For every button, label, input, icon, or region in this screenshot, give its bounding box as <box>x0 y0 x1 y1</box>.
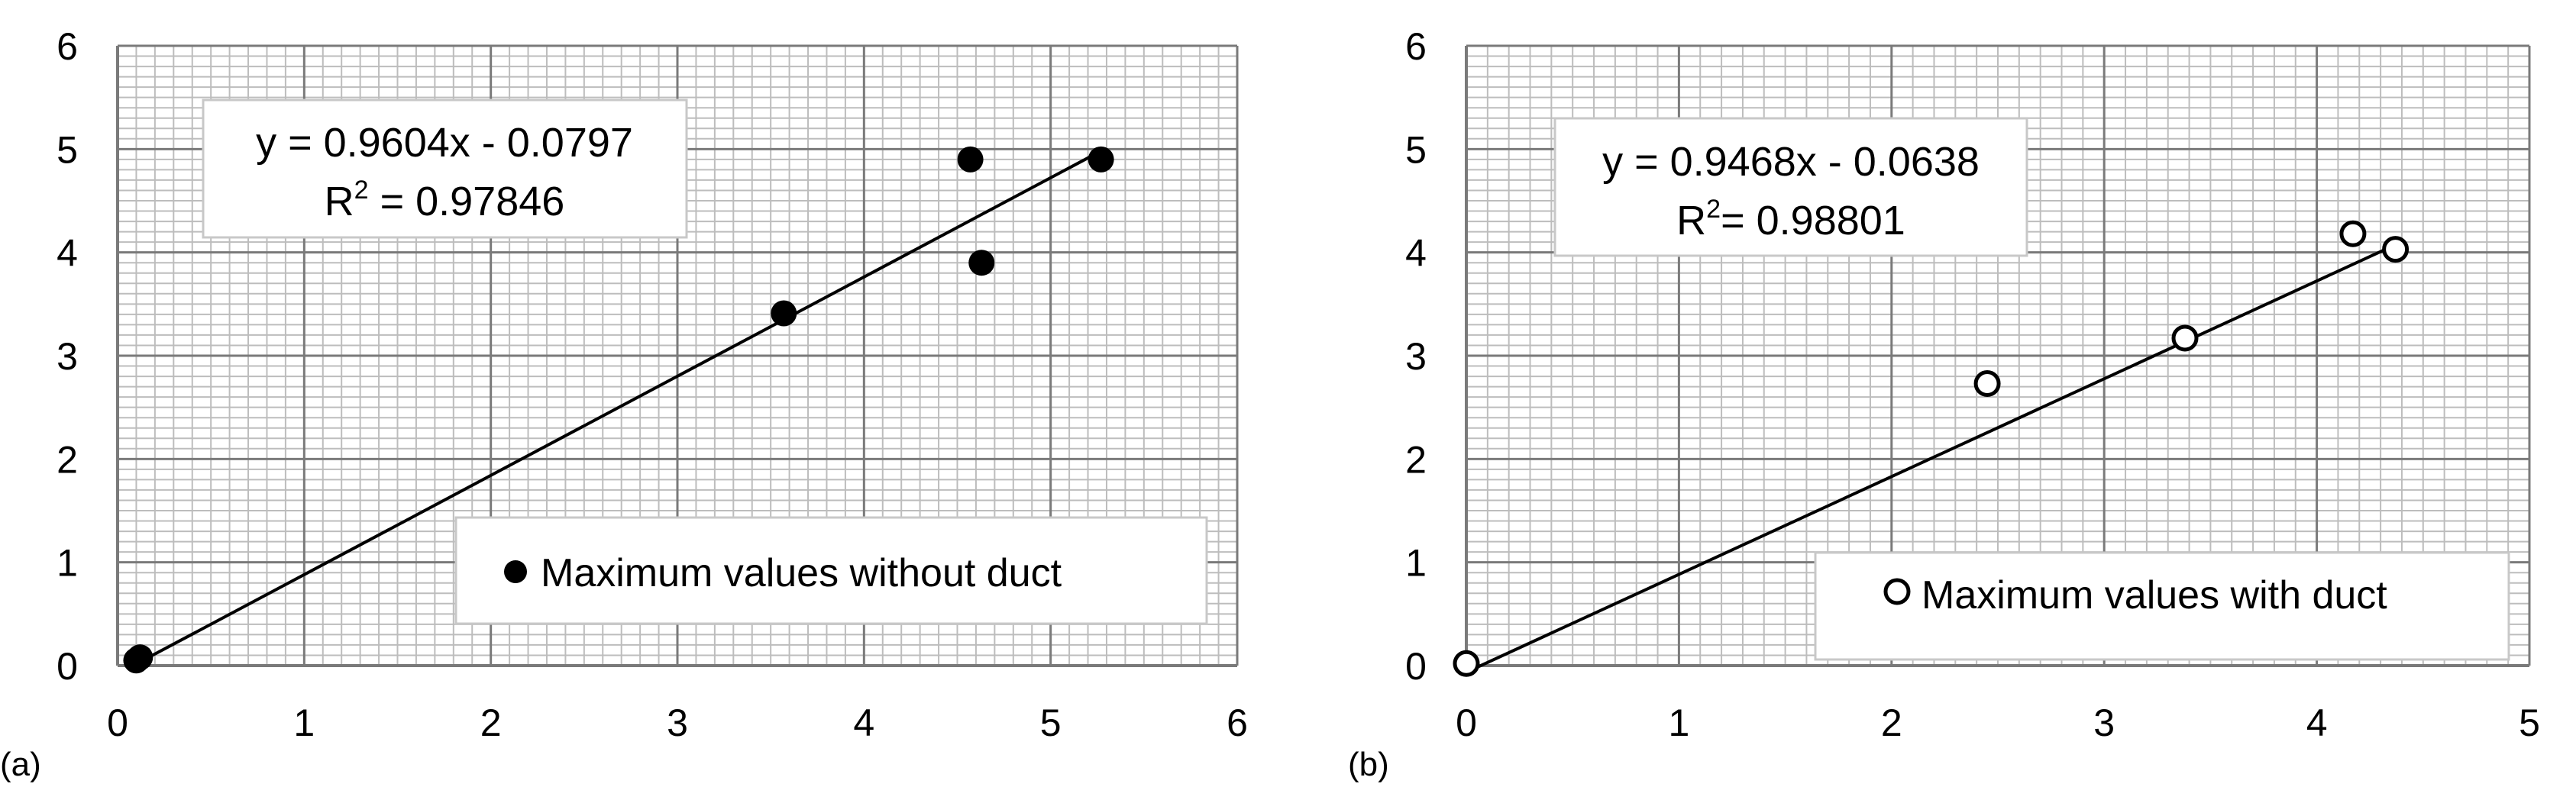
y-tick-label: 4 <box>57 232 78 275</box>
y-tick-label: 6 <box>1405 25 1427 68</box>
x-tick-label: 6 <box>1227 701 1248 744</box>
equation-box-background <box>202 98 688 239</box>
trendline-equation-box: y = 0.9468x - 0.0638 R2= 0.98801 <box>1553 117 2028 257</box>
y-tick-label: 2 <box>57 438 78 481</box>
data-point-open <box>1973 370 2001 398</box>
x-tick-labels: 0 1 2 3 4 5 <box>1456 701 2540 744</box>
trendline-line <box>1466 243 2397 674</box>
x-tick-label: 3 <box>667 701 688 744</box>
legend: Maximum values without duct <box>454 516 1208 625</box>
data-point-open <box>1453 650 1480 677</box>
x-tick-labels: 0 1 2 3 4 5 6 <box>107 701 1248 744</box>
legend: Maximum values with duct <box>1814 551 2510 661</box>
data-point-filled <box>957 146 984 173</box>
trendline <box>1466 243 2397 674</box>
data-point-open <box>2382 236 2410 263</box>
panel-label-a: (a) <box>0 746 41 783</box>
x-tick-label: 2 <box>480 701 502 744</box>
y-tick-label: 2 <box>1405 438 1427 481</box>
y-tick-label: 3 <box>57 335 78 378</box>
y-tick-label: 6 <box>57 25 78 68</box>
legend-marker-filled-circle <box>504 560 527 583</box>
y-tick-label: 5 <box>1405 128 1427 171</box>
y-tick-label: 0 <box>57 645 78 688</box>
trendline-equation: y = 0.9468x - 0.0638 <box>1602 139 1980 185</box>
x-tick-label: 1 <box>293 701 315 744</box>
y-tick-label: 3 <box>1405 335 1427 378</box>
r-squared-superscript: 2 <box>1706 195 1721 224</box>
data-point-filled <box>968 250 995 276</box>
y-tick-label: 5 <box>57 128 78 171</box>
r-squared-prefix: R <box>1676 198 1706 243</box>
trendline-equation: y = 0.9604x - 0.0797 <box>256 120 633 166</box>
data-point-filled <box>771 300 797 327</box>
r-squared-value: = 0.98801 <box>1721 198 1905 243</box>
panel-label-b: (b) <box>1348 746 1389 783</box>
x-tick-label: 2 <box>1881 701 1902 744</box>
x-tick-label: 5 <box>2519 701 2540 744</box>
x-tick-label: 4 <box>853 701 874 744</box>
y-tick-label: 1 <box>1405 542 1427 585</box>
y-tick-labels: 0 1 2 3 4 5 6 <box>1405 25 1427 688</box>
x-tick-label: 5 <box>1040 701 1062 744</box>
x-tick-label: 3 <box>2093 701 2115 744</box>
data-points <box>123 146 1114 674</box>
trendline <box>135 150 1102 666</box>
r-squared-prefix: R <box>325 179 354 224</box>
panel-a: 0 1 2 3 4 5 6 0 1 2 3 4 5 6 y = 0.9604x - 0.0797 R2 … <box>0 25 1248 783</box>
trendline-equation-box: y = 0.9604x - 0.0797 R2 = 0.97846 <box>202 98 688 239</box>
data-point-filled <box>127 644 154 671</box>
axes <box>116 46 1237 667</box>
data-point-open <box>2171 324 2199 352</box>
legend-marker-open-circle <box>1883 578 1911 605</box>
trendline-line <box>135 150 1102 666</box>
r-squared-label: R2 = 0.97846 <box>325 176 565 224</box>
y-tick-label: 4 <box>1405 232 1427 275</box>
y-tick-label: 1 <box>57 542 78 585</box>
y-tick-labels: 0 1 2 3 4 5 6 <box>57 25 78 688</box>
axes <box>1465 46 2529 667</box>
x-tick-label: 0 <box>1456 701 1477 744</box>
x-tick-label: 1 <box>1668 701 1689 744</box>
legend-label: Maximum values with duct <box>1921 573 2387 618</box>
legend-label: Maximum values without duct <box>541 551 1062 595</box>
data-point-open <box>2339 220 2367 247</box>
x-tick-label: 4 <box>2306 701 2328 744</box>
equation-box-background <box>1553 117 2028 257</box>
y-tick-label: 0 <box>1405 645 1427 688</box>
legend-box <box>454 516 1208 625</box>
r-squared-label: R2= 0.98801 <box>1676 195 1905 243</box>
data-points <box>1453 220 2410 677</box>
r-squared-value: = 0.97846 <box>369 179 565 224</box>
r-squared-superscript: 2 <box>354 176 369 205</box>
data-point-filled <box>1088 146 1114 173</box>
legend-box <box>1814 551 2510 661</box>
x-tick-label: 0 <box>107 701 128 744</box>
